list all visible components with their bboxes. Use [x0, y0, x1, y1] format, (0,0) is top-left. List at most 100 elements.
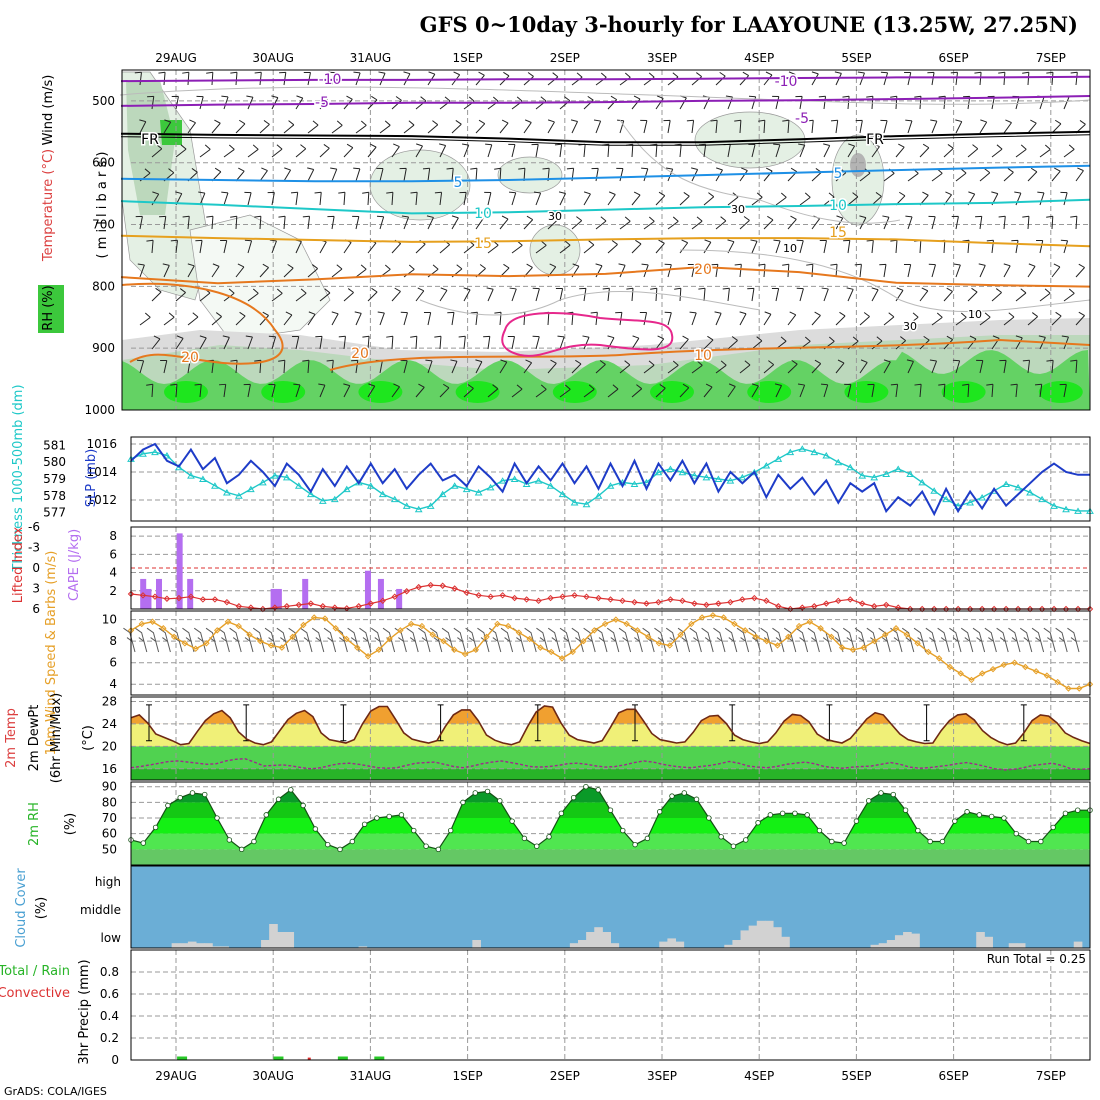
thickness-point	[930, 487, 939, 494]
wind-barb	[763, 215, 774, 230]
temp-tick: 28	[102, 694, 117, 708]
contour-label: 10	[829, 198, 847, 214]
wind-barb	[441, 627, 455, 653]
wind-barb	[343, 288, 354, 302]
rh-core-patch	[844, 381, 889, 403]
low-cloud-bar	[577, 940, 587, 948]
wind-barb	[686, 119, 695, 134]
wind-barb	[415, 287, 425, 302]
wind-barb	[905, 215, 913, 230]
lifted-index-point	[535, 597, 542, 605]
wind-tick: 4	[109, 677, 117, 691]
wind-barb	[331, 311, 339, 326]
wind-speed-point	[828, 633, 835, 641]
wind-barb	[406, 627, 419, 653]
wind-barb	[559, 384, 571, 398]
wind-speed-point	[1011, 659, 1018, 666]
wind-axis-label: Wind (m/s)	[41, 75, 56, 146]
thickness-point	[654, 468, 663, 476]
wind-barb	[278, 359, 286, 374]
bottom-date-tick: 1SEP	[453, 1069, 483, 1083]
thickness-point	[235, 492, 243, 499]
wind-barb	[979, 168, 991, 182]
wind-barb	[323, 627, 337, 653]
wind-barb	[199, 335, 207, 350]
wind-barb	[1027, 167, 1038, 182]
thickness-point	[978, 494, 986, 501]
wind-barb	[403, 264, 415, 278]
wind-barb	[206, 71, 214, 86]
wind-barb	[819, 239, 827, 254]
wind-speed-point	[472, 646, 480, 653]
thickness-point	[810, 448, 819, 456]
thickness-point	[582, 500, 591, 508]
wind-barb	[162, 263, 170, 278]
wind-barb	[650, 287, 658, 302]
lifted-index-point	[511, 594, 518, 602]
rh-point	[939, 838, 946, 845]
wind-barb	[427, 264, 439, 278]
thickness-point	[858, 472, 867, 479]
thickness-point	[1050, 502, 1058, 509]
wind-barb	[293, 383, 301, 398]
rh-core-patch	[261, 381, 306, 403]
wind-barb	[532, 335, 540, 350]
wind-barb	[134, 71, 142, 86]
wind-barb	[763, 311, 772, 326]
cape-bar	[364, 570, 371, 609]
low-cloud-bar	[277, 932, 286, 948]
wind-barb	[976, 359, 984, 374]
wind-barb	[570, 119, 579, 134]
lifted-index-point	[379, 597, 386, 605]
wind-barb	[269, 239, 277, 254]
thickness-point	[642, 478, 651, 486]
wind-barb	[458, 335, 466, 350]
wind-barb	[830, 263, 838, 278]
wind-barb	[362, 335, 370, 350]
wind-barb	[353, 167, 361, 182]
wind-barb	[701, 627, 714, 653]
panel-frame	[130, 610, 1091, 696]
top-date-tick: 30AUG	[252, 51, 294, 65]
contour-label: 5	[454, 175, 463, 191]
low-cloud-bar	[269, 924, 278, 948]
wind-barb	[871, 287, 879, 302]
wind-barb	[535, 240, 547, 254]
wind10m-axis-label: 10m Wind Speed & Barbs (m/s)	[44, 551, 59, 756]
wind-barb	[259, 311, 269, 326]
lifted-index-point	[151, 593, 159, 600]
wind-barb	[343, 143, 354, 158]
wind-barb	[499, 215, 509, 230]
thickness-point	[918, 478, 927, 486]
rh-legend-swatch	[38, 285, 64, 333]
wind-barb	[847, 336, 859, 350]
lifted-index-point	[703, 601, 710, 609]
wind-barb	[146, 627, 160, 653]
wind-speed-point	[731, 620, 738, 628]
wind-barb	[558, 191, 567, 206]
wind-barb	[796, 239, 804, 254]
low-cloud-bar	[756, 920, 766, 948]
thickness-point	[1002, 480, 1010, 488]
wind-speed-point	[354, 644, 361, 651]
wind-barb	[951, 215, 959, 230]
wind-barb	[307, 120, 319, 134]
wind-barb	[485, 143, 493, 158]
thickness-point	[678, 468, 687, 476]
cape-bar	[176, 533, 183, 609]
wind-barb	[1075, 167, 1084, 182]
wind-barb	[703, 335, 714, 350]
wind-barb	[583, 191, 591, 206]
wind-barb	[230, 71, 238, 86]
wind-barb	[938, 383, 946, 398]
wind-barb	[536, 627, 549, 653]
wind-barb	[641, 167, 649, 182]
wind-barb	[217, 627, 230, 653]
wind-barb	[979, 119, 988, 134]
thickness-point	[438, 490, 447, 498]
credit-label: GrADS: COLA/IGES	[4, 1085, 107, 1098]
low-cloud-bar	[261, 940, 270, 948]
wind-barb	[199, 144, 211, 158]
rh-point	[275, 796, 282, 802]
thickness-point	[846, 463, 855, 471]
